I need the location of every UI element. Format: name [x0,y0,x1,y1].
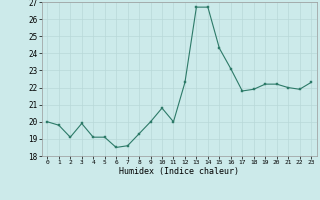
X-axis label: Humidex (Indice chaleur): Humidex (Indice chaleur) [119,167,239,176]
